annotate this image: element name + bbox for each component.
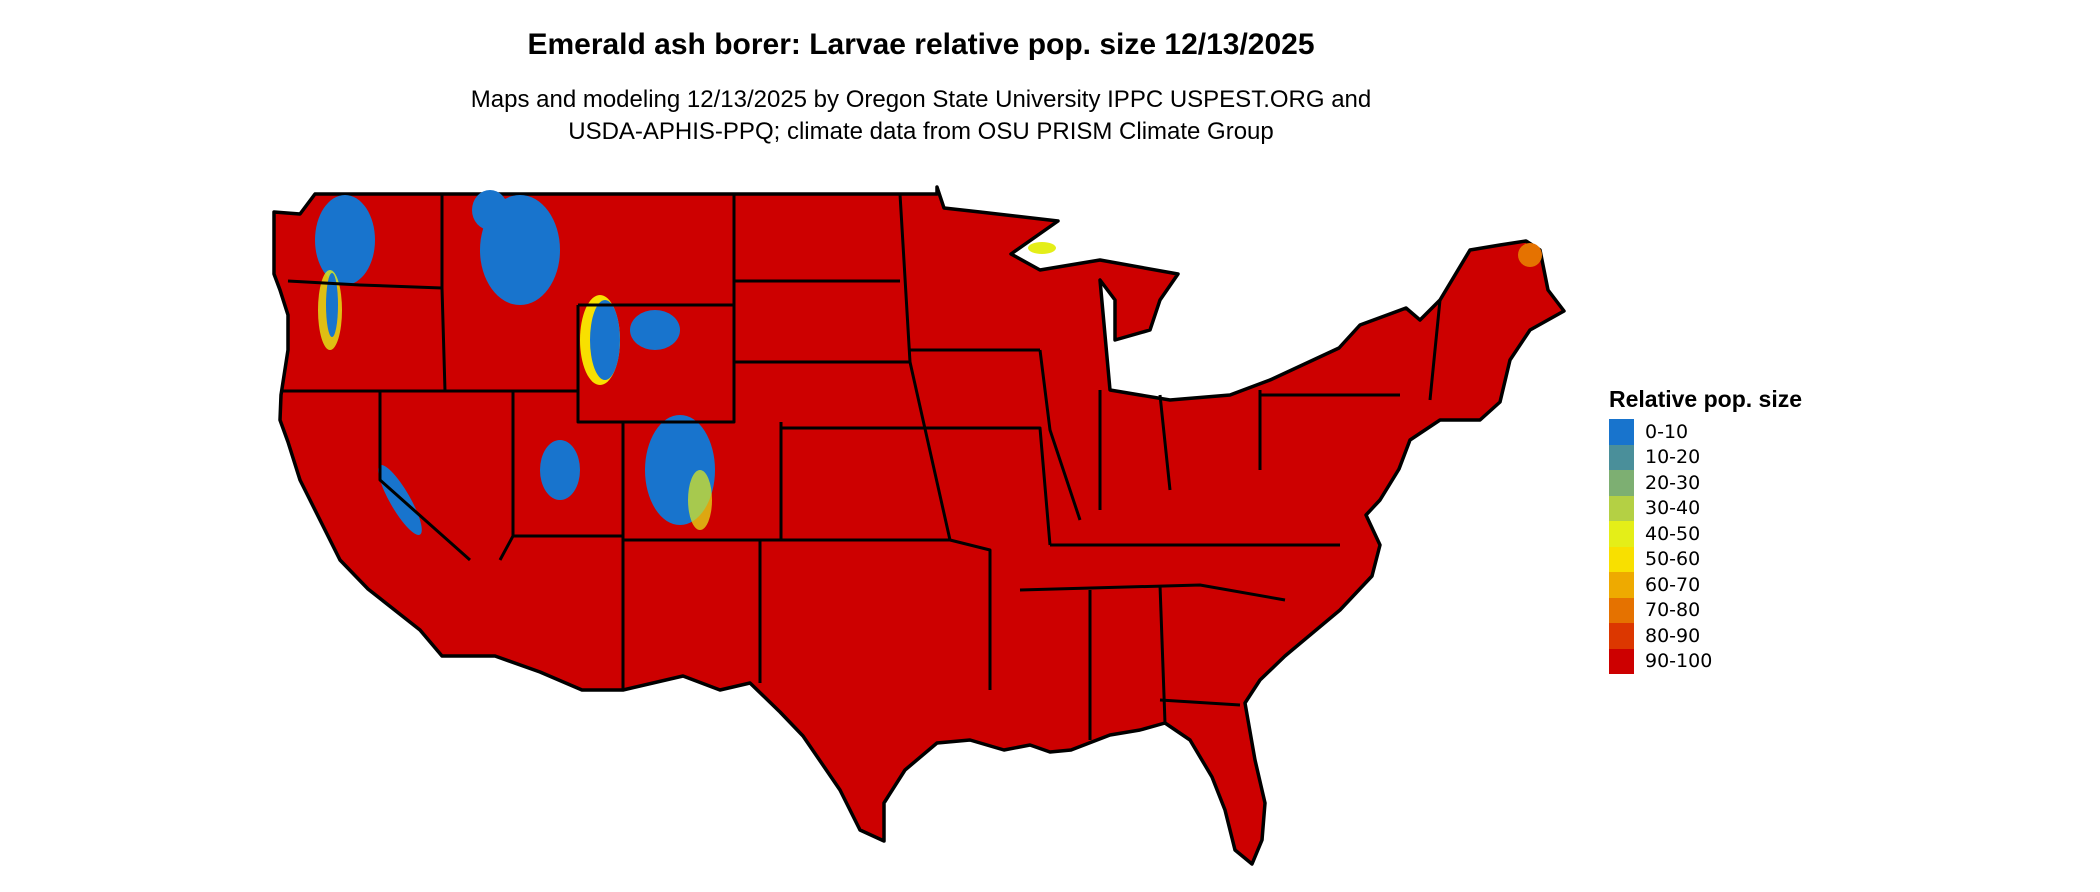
legend-item: 60-70 [1609, 572, 1802, 598]
legend-swatch [1609, 572, 1634, 598]
legend-swatch [1609, 495, 1634, 521]
legend-swatch [1609, 648, 1634, 674]
legend-swatch [1609, 444, 1634, 470]
legend-item: 30-40 [1609, 495, 1802, 521]
legend-label: 50-60 [1645, 548, 1701, 571]
legend-title: Relative pop. size [1609, 386, 1803, 412]
legend-item: 40-50 [1609, 521, 1802, 547]
legend-label: 40-50 [1645, 522, 1701, 545]
legend-item: 10-20 [1609, 444, 1802, 470]
low-value-patches [315, 190, 1542, 535]
legend-item: 50-60 [1609, 546, 1802, 572]
legend-swatch [1609, 597, 1634, 623]
us-map [272, 185, 1566, 866]
legend-label: 90-100 [1645, 650, 1713, 673]
legend-label: 0-10 [1645, 420, 1689, 443]
legend-swatch [1609, 419, 1634, 445]
legend-label: 80-90 [1645, 624, 1701, 647]
legend-item: 90-100 [1609, 648, 1802, 674]
subtitle-line-2: USDA-APHIS-PPQ; climate data from OSU PR… [568, 118, 1274, 145]
legend-swatch [1609, 470, 1634, 496]
legend-label: 30-40 [1645, 497, 1701, 520]
legend-item: 70-80 [1609, 597, 1802, 623]
legend: Relative pop. size 0-10 10-20 20-30 30-40 40… [1609, 386, 1802, 674]
state-boundaries [281, 193, 1442, 740]
legend-swatch [1609, 623, 1634, 649]
map-title: Emerald ash borer: Larvae relative pop. … [527, 28, 1315, 61]
legend-swatch [1609, 521, 1634, 547]
legend-label: 10-20 [1645, 446, 1701, 469]
us-outline [272, 185, 1566, 866]
legend-swatch [1609, 546, 1634, 572]
legend-item: 80-90 [1609, 623, 1802, 649]
legend-label: 20-30 [1645, 471, 1701, 494]
legend-item: 20-30 [1609, 470, 1802, 496]
legend-label: 70-80 [1645, 599, 1701, 622]
legend-item: 0-10 [1609, 419, 1802, 445]
map-subtitle: Maps and modeling 12/13/2025 by Oregon S… [0, 84, 1842, 148]
legend-label: 60-70 [1645, 573, 1701, 596]
subtitle-line-1: Maps and modeling 12/13/2025 by Oregon S… [470, 86, 1372, 113]
